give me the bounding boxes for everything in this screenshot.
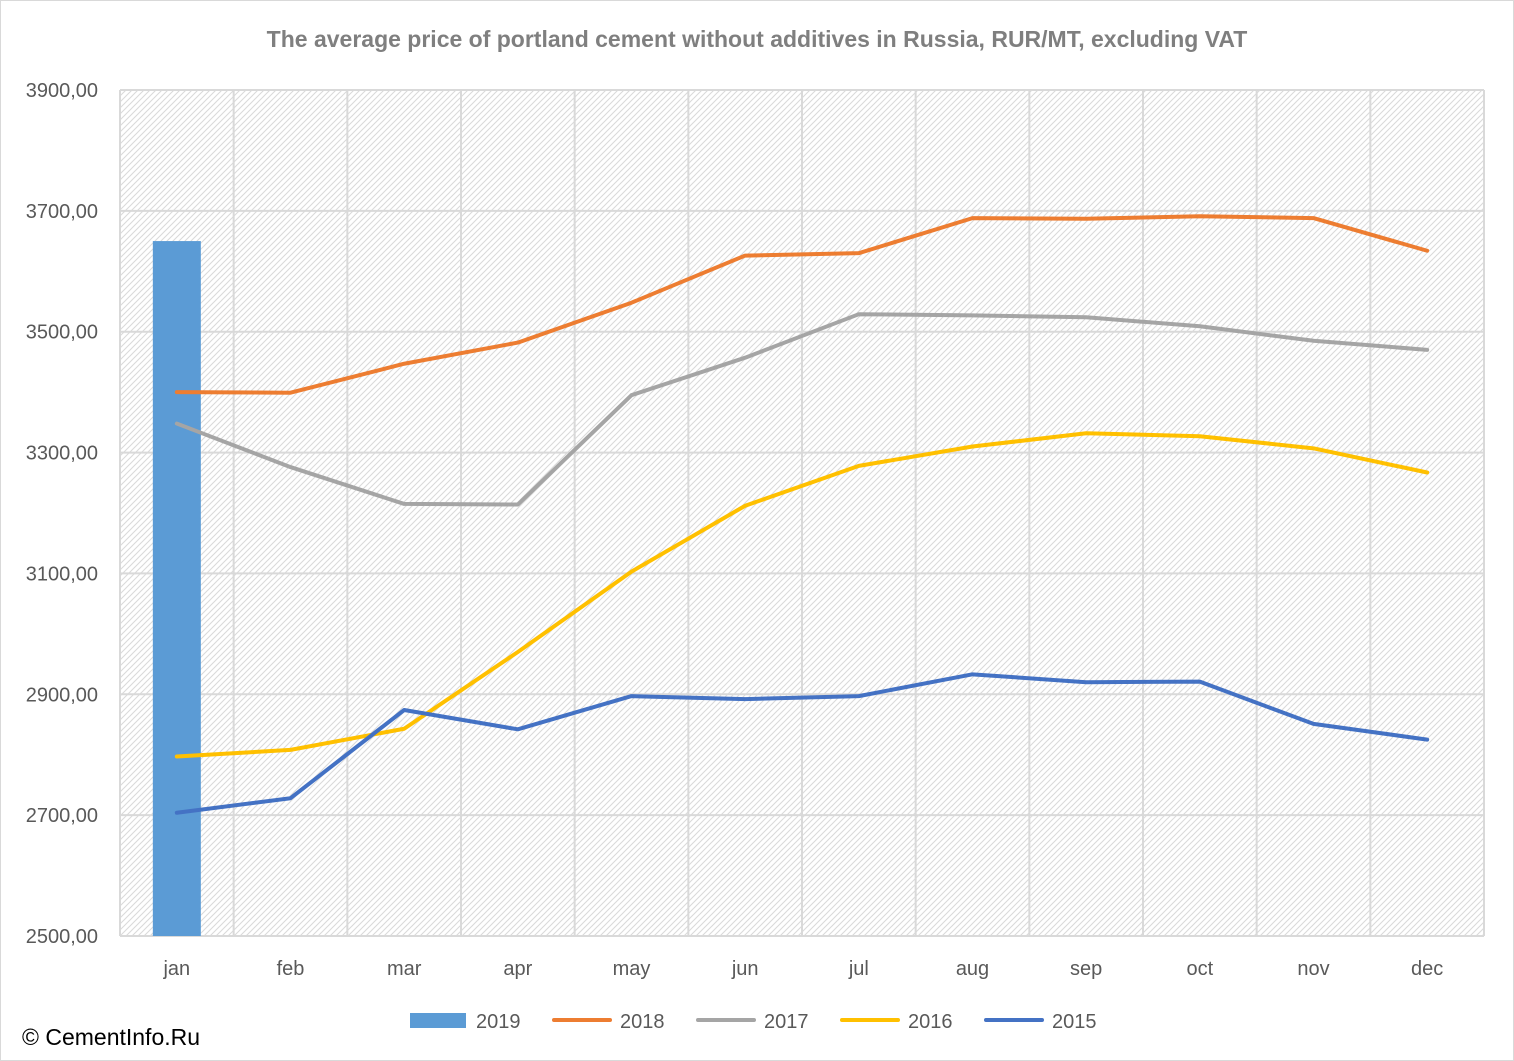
legend-label: 2016 [908, 1011, 953, 1033]
y-tick-label: 3900,00 [26, 80, 98, 102]
x-tick-label: jun [731, 958, 759, 980]
x-tick-label: nov [1297, 958, 1329, 980]
legend-label: 2019 [476, 1011, 521, 1033]
legend-label: 2015 [1052, 1011, 1097, 1033]
line-series-2016 [174, 431, 1430, 759]
chart-title: The average price of portland cement wit… [266, 26, 1248, 52]
x-tick-label: apr [503, 958, 532, 980]
x-tick-label: dec [1411, 958, 1443, 980]
legend: 2019 2018 2017 2016 2015 [410, 1011, 1097, 1033]
x-tick-label: mar [387, 958, 422, 980]
grid-lines [119, 89, 1485, 937]
y-tick-label: 2700,00 [26, 805, 98, 827]
y-tick-label: 3100,00 [26, 563, 98, 585]
legend-label: 2018 [620, 1011, 665, 1033]
x-tick-label: oct [1186, 958, 1213, 980]
x-axis-ticks: jan feb mar apr may jun jul aug sep oct nov dec [162, 958, 1443, 980]
y-tick-label: 2500,00 [26, 926, 98, 948]
line-series-2015 [174, 672, 1430, 815]
bar-series [152, 241, 201, 937]
y-tick-label: 3700,00 [26, 201, 98, 223]
x-tick-label: sep [1070, 958, 1102, 980]
x-tick-label: jul [848, 958, 869, 980]
y-tick-label: 3300,00 [26, 443, 98, 465]
line-series [174, 214, 1430, 815]
line-series-2018 [174, 214, 1430, 395]
x-tick-label: aug [956, 958, 989, 980]
legend-label: 2017 [764, 1011, 809, 1033]
x-tick-label: may [613, 958, 651, 980]
y-tick-label: 3500,00 [26, 322, 98, 344]
x-tick-label: feb [277, 958, 305, 980]
bar-2019-jan [152, 241, 201, 937]
line-series-2017 [174, 312, 1430, 507]
copyright-text: © CementInfo.Ru [22, 1024, 201, 1050]
y-axis-ticks: 2500,00 2700,00 2900,00 3100,00 3300,00 3500,… [26, 80, 98, 948]
legend-swatch-2019 [410, 1013, 466, 1028]
x-tick-label: jan [162, 958, 190, 980]
y-tick-label: 2900,00 [26, 684, 98, 706]
